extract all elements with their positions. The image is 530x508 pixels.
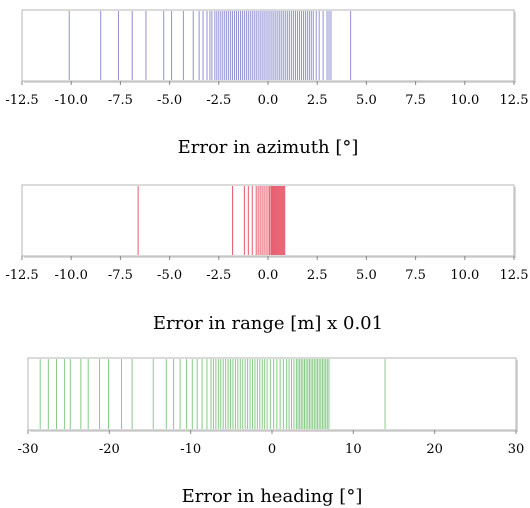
range-axis-title: Error in range [m] x 0.01 [153,313,383,334]
azimuth-rug-lines [68,11,352,80]
panel-azimuth: -12.5 -10.0 -7.5 -5.0 -2.5 0.0 2.5 5.0 7.5 10.0 12… [5,9,528,158]
panel-range: -12.5 -10.0 -7.5 -5.0 -2.5 0.0 2.5 5.0 7.5 10.0 12… [5,184,528,334]
x-tick-label: -7.5 [108,268,133,283]
x-tick-label: 7.5 [405,268,426,283]
heading-axis-title: Error in heading [°] [182,486,363,507]
x-tick-label: -10.0 [55,268,88,283]
range-rug-lines [137,186,286,255]
x-tick-label: -20 [99,442,120,457]
x-tick-label: 5.0 [356,268,377,283]
x-tick-label: 12.5 [500,268,529,283]
x-tick-label: 0.0 [258,93,279,108]
x-tick-label: 5.0 [356,93,377,108]
x-tick-label: 7.5 [405,93,426,108]
x-tick-label: -7.5 [108,93,133,108]
x-tick-label: 2.5 [307,93,328,108]
azimuth-axis-title: Error in azimuth [°] [178,137,359,158]
x-tick-label: -5.0 [157,93,182,108]
x-tick-label: 30 [508,442,525,457]
x-tick-label: -10.0 [55,93,88,108]
heading-ticks: -30 -20 -10 0 10 20 30 [18,430,525,457]
x-tick-label: -12.5 [5,268,38,283]
x-tick-label: -10 [180,442,201,457]
x-tick-label: 10.0 [450,93,479,108]
panel-heading: -30 -20 -10 0 10 20 30 Error in heading [°] [18,357,525,507]
x-tick-label: 12.5 [500,93,529,108]
x-tick-label: -30 [18,442,39,457]
azimuth-ticks: -12.5 -10.0 -7.5 -5.0 -2.5 0.0 2.5 5.0 7.5 10.0 12… [5,81,528,108]
x-tick-label: 10 [345,442,362,457]
x-tick-label: 0.0 [258,268,279,283]
heading-rug-lines [39,359,386,429]
x-tick-label: -5.0 [157,268,182,283]
range-ticks: -12.5 -10.0 -7.5 -5.0 -2.5 0.0 2.5 5.0 7.5 10.0 12… [5,256,528,283]
x-tick-label: -12.5 [5,93,38,108]
x-tick-label: -2.5 [206,93,231,108]
x-tick-label: 2.5 [307,268,328,283]
x-tick-label: -2.5 [206,268,231,283]
x-tick-label: 20 [426,442,443,457]
x-tick-label: 10.0 [450,268,479,283]
x-tick-label: 0 [268,442,276,457]
heading-plot-background [28,358,516,430]
